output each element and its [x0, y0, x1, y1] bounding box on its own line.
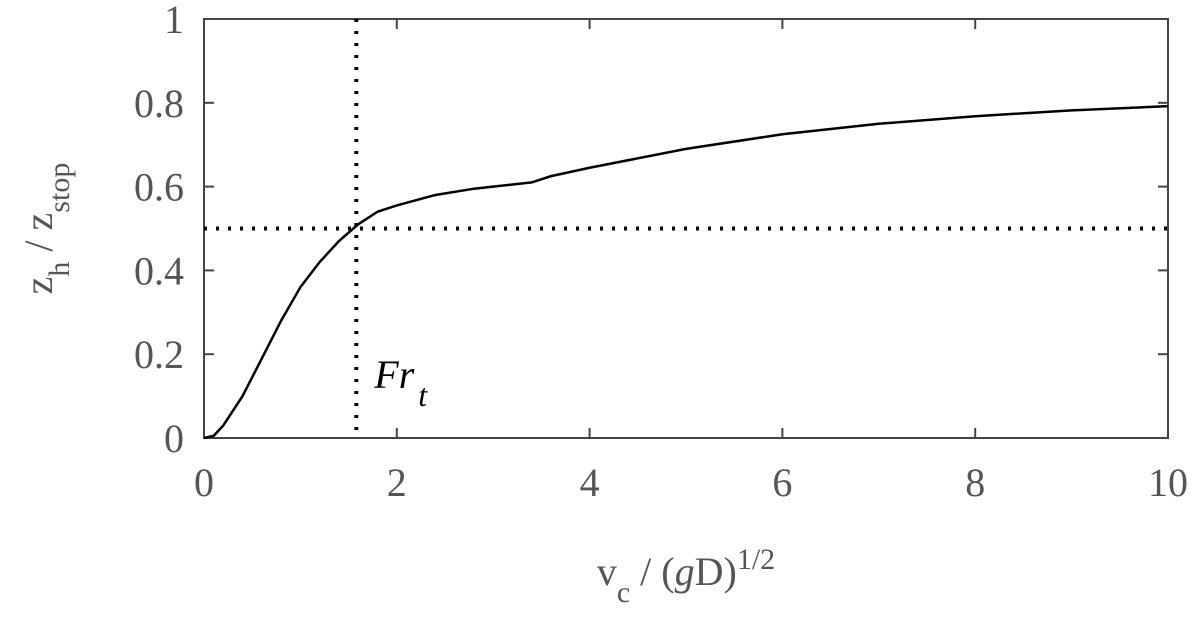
- y-tick-label: 1: [164, 0, 184, 42]
- x-axis-label-part: c: [617, 576, 630, 609]
- y-axis-label: zh / zstop: [16, 163, 76, 295]
- y-axis-label-part: / z: [16, 213, 61, 262]
- x-axis-label-part: v: [597, 549, 617, 594]
- y-tick-label: 0.2: [134, 332, 184, 377]
- x-tick-label: 6: [772, 460, 792, 505]
- y-axis-label-part: z: [16, 277, 61, 295]
- x-tick-label: 10: [1148, 460, 1188, 505]
- x-tick-label: 4: [580, 460, 600, 505]
- x-axis-label-part: 1/2: [737, 543, 775, 576]
- y-axis-label-part: stop: [43, 163, 76, 213]
- x-axis-label-part: D): [695, 549, 737, 594]
- annotation-sub: t: [418, 377, 428, 413]
- data-line: [203, 104, 1169, 440]
- x-axis-label-part: / (: [630, 549, 674, 594]
- x-axis-label: vc / (gD)1/2: [597, 543, 775, 609]
- annotation: Fr t: [373, 352, 428, 413]
- x-tick-label: 8: [965, 460, 985, 505]
- x-tick-label: 0: [194, 460, 214, 505]
- x-tick-label: 2: [387, 460, 407, 505]
- y-tick-label: 0.8: [134, 81, 184, 126]
- y-tick-label: 0: [164, 416, 184, 461]
- y-axis-label-part: h: [43, 262, 76, 277]
- y-tick-label: 0.6: [134, 165, 184, 210]
- annotation-text: Fr: [373, 352, 414, 397]
- y-tick-label: 0.4: [134, 248, 184, 293]
- x-axis-label-part: g: [675, 549, 695, 594]
